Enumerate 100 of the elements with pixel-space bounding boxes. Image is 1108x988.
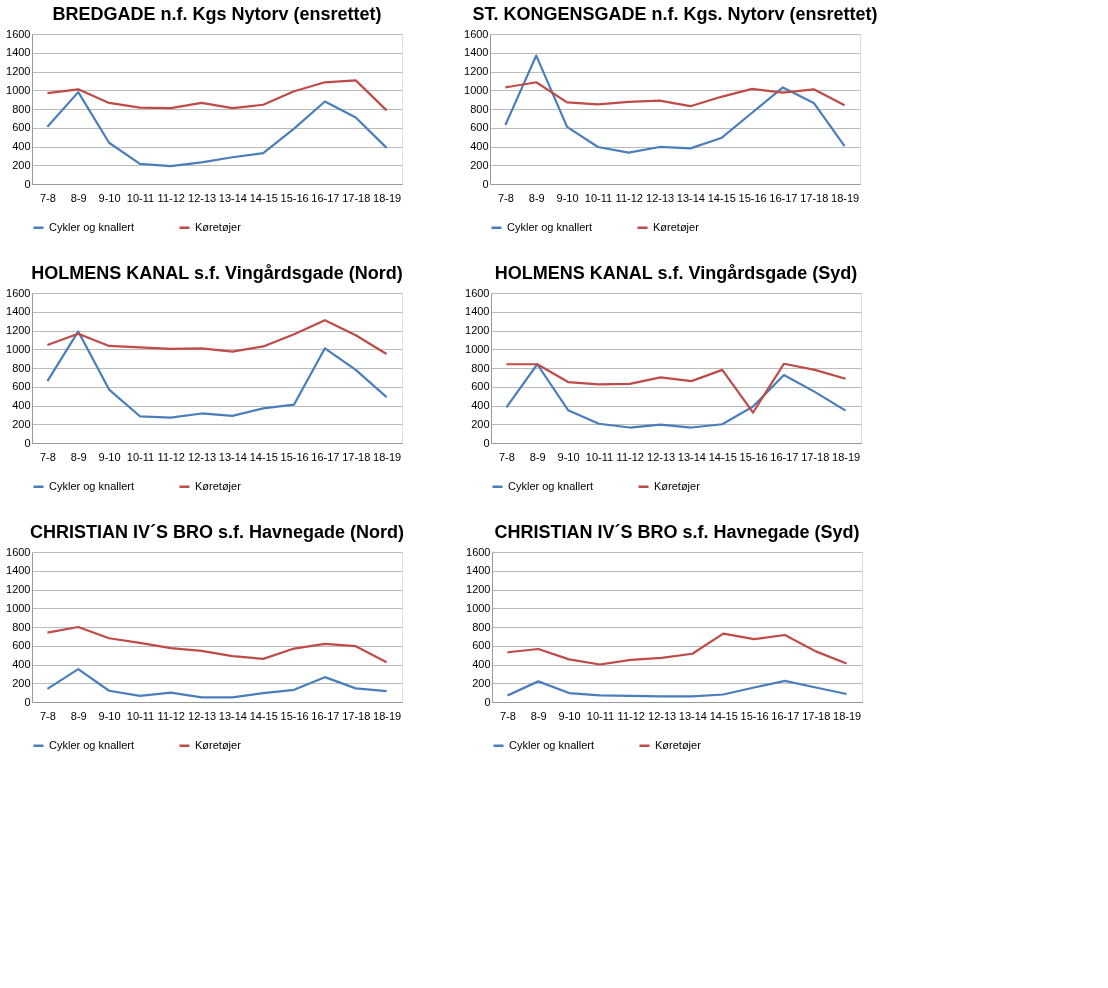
x-tick-label: 14-15 [249, 191, 278, 204]
y-tick-label: 1200 [465, 324, 490, 336]
x-tick-label: 9-10 [557, 450, 580, 463]
x-tick-label: 17-18 [342, 709, 371, 722]
x-tick-label: 11-12 [615, 191, 643, 204]
y-tick-label: 1600 [465, 286, 490, 299]
y-tick-label: 0 [24, 177, 31, 190]
x-tick-label: 13-14 [218, 191, 247, 204]
x-tick-label: 14-15 [707, 191, 736, 204]
legend-label: Cykler og knallert [507, 220, 592, 233]
x-tick-label: 10-11 [126, 191, 155, 204]
x-tick-label: 17-18 [802, 709, 831, 722]
x-tick-label: 16-17 [311, 450, 340, 463]
y-tick-label: 1000 [464, 83, 489, 96]
y-tick-label: 1000 [466, 601, 491, 614]
x-tick-label: 7-8 [498, 450, 515, 463]
line-series [504, 81, 846, 108]
y-tick-label: 0 [483, 436, 490, 449]
y-tick-label: 600 [12, 639, 31, 652]
x-tick-label: 9-10 [98, 709, 121, 722]
x-tick-label: 15-16 [738, 191, 767, 204]
x-tick-label: 16-17 [311, 191, 340, 204]
line-series [505, 362, 847, 414]
line-series [506, 632, 848, 666]
x-tick-label: 7-8 [499, 709, 516, 722]
y-tick-label: 600 [12, 121, 31, 134]
line-series [46, 330, 388, 419]
y-tick-label: 800 [472, 620, 491, 633]
x-tick-label: 12-13 [188, 709, 217, 722]
x-tick-label: 8-9 [529, 450, 546, 463]
legend-label: Køretøjer [654, 479, 701, 492]
x-tick-label: 18-19 [373, 450, 402, 463]
chart-title: HOLMENS KANAL s.f. Vingårdsgade (Nord) [31, 263, 403, 283]
line-series [506, 679, 848, 698]
line-series [46, 625, 388, 664]
x-tick-label: 18-19 [832, 450, 861, 463]
y-tick-label: 1000 [6, 601, 31, 614]
y-tick-label: 1000 [6, 342, 31, 355]
y-tick-label: 600 [12, 380, 31, 393]
y-tick-label: 1400 [465, 305, 490, 318]
legend-label: Køretøjer [195, 738, 242, 751]
y-tick-label: 1400 [6, 305, 31, 318]
x-tick-label: 16-17 [769, 191, 798, 204]
x-tick-label: 10-11 [585, 450, 614, 463]
chart-title: HOLMENS KANAL s.f. Vingårdsgade (Syd) [494, 263, 858, 283]
y-tick-label: 1200 [6, 324, 31, 336]
x-tick-label: 7-8 [39, 191, 56, 204]
y-tick-label: 1400 [464, 46, 489, 59]
line-series [46, 319, 388, 356]
line-series [46, 91, 388, 168]
x-tick-label: 12-13 [648, 709, 677, 722]
legend-label: Køretøjer [653, 220, 700, 233]
chart-title: ST. KONGENSGADE n.f. Kgs. Nytorv (ensrettet) [472, 4, 878, 24]
y-tick-label: 600 [471, 380, 490, 393]
x-tick-label: 15-16 [280, 450, 309, 463]
legend-label: Cykler og knallert [508, 479, 593, 492]
x-tick-label: 11-12 [157, 709, 185, 722]
x-tick-label: 16-17 [771, 709, 800, 722]
x-tick-label: 11-12 [157, 450, 185, 463]
x-tick-label: 15-16 [280, 709, 309, 722]
y-tick-label: 200 [472, 676, 491, 689]
y-tick-label: 200 [471, 417, 490, 430]
line-series [46, 79, 388, 112]
y-tick-label: 800 [12, 620, 31, 633]
y-tick-label: 1600 [6, 286, 31, 299]
x-tick-label: 7-8 [497, 191, 514, 204]
x-tick-label: 15-16 [740, 709, 769, 722]
x-tick-label: 15-16 [739, 450, 768, 463]
x-tick-label: 9-10 [98, 450, 121, 463]
x-tick-label: 8-9 [70, 191, 87, 204]
y-tick-label: 800 [470, 102, 489, 115]
y-tick-label: 600 [470, 121, 489, 134]
y-tick-label: 400 [12, 658, 31, 670]
line-series [505, 363, 847, 429]
y-tick-label: 800 [12, 361, 31, 374]
x-tick-label: 18-19 [833, 709, 862, 722]
y-tick-label: 200 [12, 676, 31, 689]
x-tick-label: 13-14 [676, 191, 705, 204]
y-tick-label: 800 [471, 361, 490, 374]
x-tick-label: 7-8 [39, 450, 56, 463]
x-tick-label: 8-9 [70, 709, 87, 722]
x-tick-label: 18-19 [373, 191, 402, 204]
x-tick-label: 10-11 [126, 709, 155, 722]
legend-label: Cykler og knallert [49, 738, 134, 751]
legend-label: Køretøjer [655, 738, 702, 751]
x-tick-label: 8-9 [530, 709, 547, 722]
x-tick-label: 10-11 [586, 709, 615, 722]
x-tick-label: 14-15 [709, 709, 738, 722]
x-tick-label: 13-14 [218, 450, 247, 463]
x-tick-label: 17-18 [342, 191, 371, 204]
legend-label: Køretøjer [195, 220, 242, 233]
y-tick-label: 1400 [6, 46, 31, 59]
x-tick-label: 15-16 [280, 191, 309, 204]
legend-label: Køretøjer [195, 479, 242, 492]
y-tick-label: 1200 [464, 65, 489, 77]
x-tick-label: 10-11 [126, 450, 155, 463]
chart-title: CHRISTIAN IV´S BRO s.f. Havnegade (Nord) [29, 522, 405, 542]
chart-title: CHRISTIAN IV´S BRO s.f. Havnegade (Syd) [494, 522, 860, 542]
x-tick-label: 12-13 [647, 450, 676, 463]
y-tick-label: 1400 [466, 564, 491, 577]
